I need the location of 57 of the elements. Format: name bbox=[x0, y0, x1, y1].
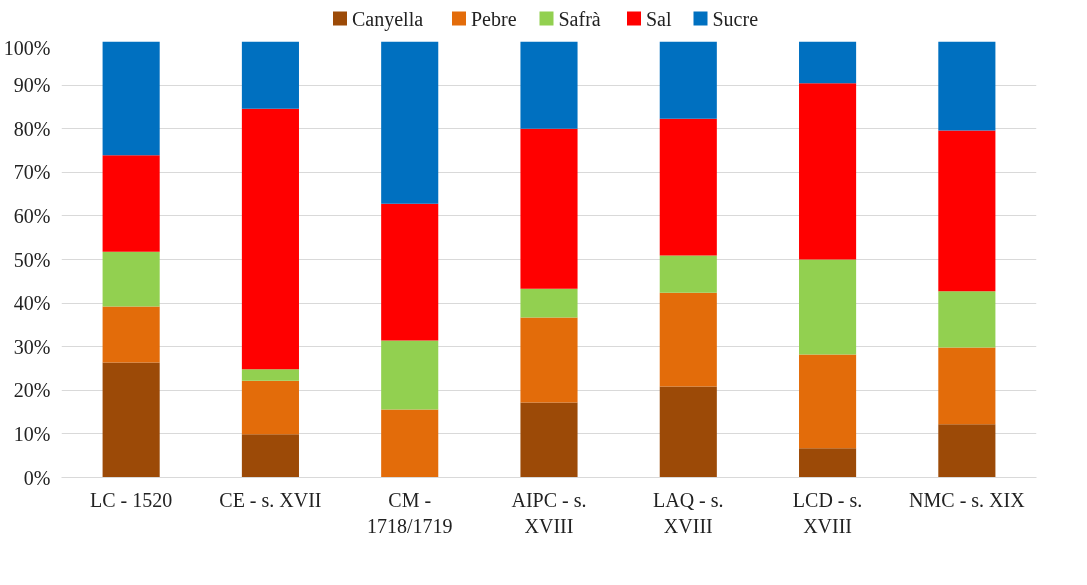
bar bbox=[520, 317, 578, 403]
bar bbox=[938, 291, 996, 348]
bar bbox=[241, 434, 299, 478]
y-tick-label: 50% bbox=[13, 248, 51, 271]
bar bbox=[799, 83, 857, 260]
y-tick-label: 30% bbox=[13, 335, 51, 358]
bar bbox=[659, 255, 717, 293]
bar bbox=[938, 424, 996, 478]
y-tick-label: 10% bbox=[13, 422, 51, 445]
y-tick-label: 40% bbox=[13, 292, 51, 315]
bar bbox=[241, 108, 299, 370]
bar bbox=[938, 130, 996, 292]
y-tick-label: 60% bbox=[13, 204, 51, 227]
legend-label: Safrà bbox=[558, 7, 601, 30]
legend-label: Canyella bbox=[352, 7, 424, 31]
legend-label: Sal bbox=[646, 7, 672, 30]
bar bbox=[241, 369, 299, 381]
bar bbox=[381, 409, 439, 478]
bar bbox=[102, 306, 160, 363]
bar bbox=[520, 128, 578, 289]
bar bbox=[938, 41, 996, 131]
bar bbox=[102, 251, 160, 307]
y-tick-label: 100% bbox=[3, 36, 51, 59]
y-tick-label: 80% bbox=[13, 117, 51, 140]
bar bbox=[102, 41, 160, 156]
legend-label: Pebre bbox=[471, 7, 517, 30]
bar bbox=[241, 380, 299, 435]
bar bbox=[381, 41, 439, 204]
x-tick-label: NMC - s. XIX bbox=[909, 488, 1026, 511]
bar bbox=[799, 354, 857, 449]
bar bbox=[381, 340, 439, 410]
bar bbox=[520, 41, 578, 129]
x-tick-label: LC - 1520 bbox=[90, 488, 173, 511]
bar bbox=[799, 41, 857, 84]
bar bbox=[241, 41, 299, 109]
bar bbox=[659, 292, 717, 387]
x-tick-label: CE - s. XVII bbox=[219, 488, 322, 511]
bar bbox=[659, 118, 717, 256]
y-tick-label: 70% bbox=[13, 161, 51, 184]
legend-label: Sucre bbox=[712, 7, 759, 30]
bar bbox=[381, 203, 439, 341]
bar bbox=[799, 448, 857, 478]
bar bbox=[520, 288, 578, 318]
bar bbox=[102, 155, 160, 252]
y-tick-label: 20% bbox=[13, 379, 51, 402]
x-tick-label: CM - 1718/1719 bbox=[366, 488, 453, 537]
x-tick-label: LCD - s. XVIII bbox=[792, 488, 863, 537]
bar bbox=[520, 402, 578, 478]
x-tick-label: AIPC - s. XVIII bbox=[511, 488, 587, 537]
bar bbox=[659, 386, 717, 478]
x-tick-label: LAQ - s. XVIII bbox=[653, 488, 724, 537]
bar bbox=[102, 362, 160, 478]
bar bbox=[799, 259, 857, 355]
bar bbox=[659, 41, 717, 119]
bar bbox=[938, 347, 996, 425]
y-tick-label: 90% bbox=[13, 74, 51, 97]
y-tick-label: 0% bbox=[23, 466, 51, 489]
